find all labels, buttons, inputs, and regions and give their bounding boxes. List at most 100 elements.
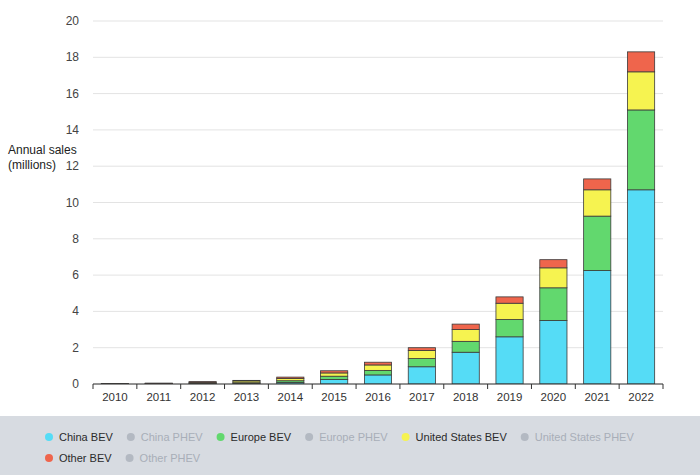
bar-segment	[496, 337, 523, 384]
bar-segment	[540, 320, 567, 384]
x-tick	[575, 384, 576, 389]
bar-segment	[496, 320, 523, 337]
bar-segment	[364, 370, 391, 375]
bars	[101, 52, 654, 384]
x-axis-line	[93, 384, 663, 385]
legend-label: China BEV	[59, 431, 113, 443]
legend-item[interactable]: China PHEV	[127, 431, 203, 443]
x-tick	[487, 384, 488, 389]
bar-segment	[627, 72, 654, 110]
y-tick-label: 4	[72, 304, 79, 318]
bar-segment	[540, 288, 567, 321]
bar-segment	[321, 376, 348, 379]
x-tick-label: 2016	[365, 391, 391, 403]
grid-line	[93, 202, 663, 203]
x-tick	[531, 384, 532, 389]
y-tick-label: 12	[66, 159, 80, 173]
legend-item[interactable]: Europe PHEV	[305, 431, 388, 443]
grid-line	[93, 129, 663, 130]
x-tick	[136, 384, 137, 389]
grid-line	[93, 384, 663, 385]
bar-segment	[452, 330, 479, 342]
legend-item[interactable]: United States BEV	[402, 431, 508, 443]
bar-segment	[496, 297, 523, 303]
legend-label: United States BEV	[416, 431, 508, 443]
x-tick	[93, 384, 94, 389]
bar-segment	[277, 377, 304, 378]
bar-segment	[452, 341, 479, 352]
bar-segment	[364, 375, 391, 384]
bar-segment	[364, 362, 391, 365]
bar-segment	[408, 359, 435, 367]
bar-segment	[321, 373, 348, 376]
legend-item[interactable]: Europe BEV	[217, 431, 292, 443]
grid-line	[93, 238, 663, 239]
bar-segment	[584, 271, 611, 384]
bar-segment	[584, 190, 611, 216]
x-tick	[180, 384, 181, 389]
x-tick-label: 2015	[321, 391, 347, 403]
grid-line	[93, 275, 663, 276]
grid-line	[93, 166, 663, 167]
grid-line	[93, 93, 663, 94]
legend-item[interactable]: United States PHEV	[521, 431, 635, 443]
bar-segment	[189, 382, 216, 384]
x-tick	[312, 384, 313, 389]
y-tick-label: 16	[66, 87, 80, 101]
grid-line	[93, 21, 663, 22]
y-tick-label: 20	[66, 14, 80, 28]
legend-swatch	[126, 454, 134, 462]
x-tick-label: 2020	[541, 391, 567, 403]
legend-swatch	[45, 454, 53, 462]
x-tick-label: 2012	[190, 391, 216, 403]
legend-swatch	[45, 433, 53, 441]
bar-segment	[452, 324, 479, 329]
legend-item[interactable]: China BEV	[45, 431, 113, 443]
bar-segment	[452, 352, 479, 384]
legend-background	[0, 416, 700, 475]
bar-segment	[540, 260, 567, 268]
y-tick-label: 14	[66, 123, 80, 137]
x-tick	[356, 384, 357, 389]
y-tick-label: 18	[66, 50, 80, 64]
legend-swatch	[402, 433, 410, 441]
bar-segment	[627, 110, 654, 190]
bar-segment	[496, 303, 523, 319]
x-tick-label: 2018	[453, 391, 479, 403]
legend-item[interactable]: Other BEV	[45, 452, 112, 464]
x-tick-label: 2017	[409, 391, 435, 403]
bar-segment	[627, 52, 654, 72]
x-tick	[224, 384, 225, 389]
y-tick-label: 2	[72, 341, 79, 355]
legend-swatch	[217, 433, 225, 441]
bar-segment	[584, 216, 611, 270]
legend-label: Other PHEV	[140, 452, 201, 464]
grid-line	[93, 311, 663, 312]
x-tick-label: 2022	[628, 391, 654, 403]
grid-line	[93, 57, 663, 58]
legend-swatch	[521, 433, 529, 441]
x-tick-label: 2021	[584, 391, 610, 403]
bar-segment	[627, 190, 654, 384]
legend-label: Other BEV	[59, 452, 112, 464]
x-tick-label: 2011	[146, 391, 171, 403]
x-tick	[443, 384, 444, 389]
legend-label: Europe PHEV	[319, 431, 388, 443]
bar-segment	[233, 380, 260, 382]
bar-segment	[233, 381, 260, 383]
legend-swatch	[305, 433, 313, 441]
y-tick-label: 0	[72, 377, 79, 391]
x-tick	[663, 384, 664, 389]
y-tick-label: 6	[72, 268, 79, 282]
x-tick	[399, 384, 400, 389]
x-tick-label: 2014	[278, 391, 304, 403]
y-tick-label: 10	[66, 196, 80, 210]
legend-label: United States PHEV	[535, 431, 635, 443]
legend-label: Europe BEV	[231, 431, 292, 443]
legend-item[interactable]: Other PHEV	[126, 452, 201, 464]
x-tick-label: 2010	[102, 391, 128, 403]
bar-segment	[408, 367, 435, 384]
y-tick-label: 8	[72, 232, 79, 246]
bar-segment	[408, 350, 435, 358]
bar-segment	[408, 348, 435, 351]
